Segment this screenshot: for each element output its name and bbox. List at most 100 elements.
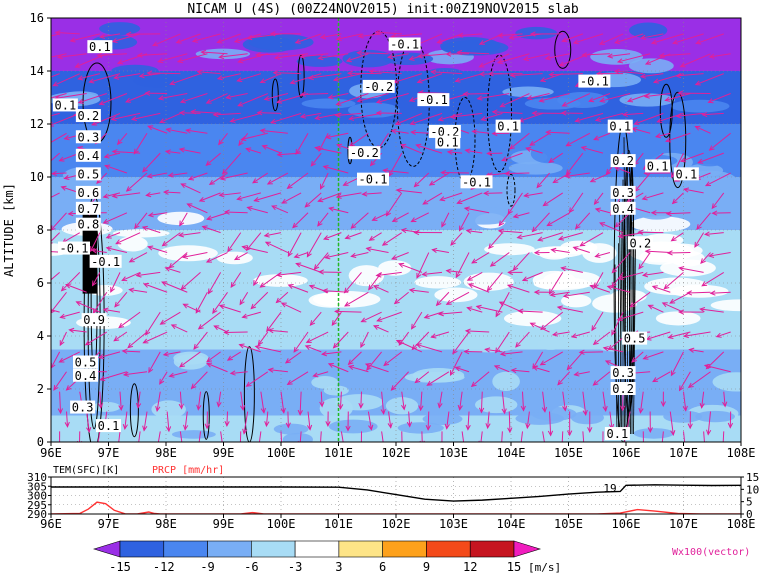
wind-vector-701 bbox=[701, 271, 725, 287]
wind-vector-90 bbox=[118, 311, 141, 329]
wind-vector-300 bbox=[331, 311, 342, 326]
wind-vector-185 bbox=[205, 93, 228, 104]
wind-vector-191 bbox=[239, 391, 246, 412]
wind-vector-81 bbox=[88, 73, 121, 84]
wind-vector-653 bbox=[682, 391, 688, 412]
wind-vector-115 bbox=[141, 225, 161, 234]
wind-vector-281 bbox=[295, 262, 322, 273]
wind-vector-493 bbox=[497, 228, 523, 234]
wind-vector-527 bbox=[562, 391, 568, 412]
wind-vector-5 bbox=[59, 331, 67, 347]
wind-vector-116 bbox=[147, 212, 168, 218]
shade-patch-29 bbox=[117, 236, 148, 252]
wind-vector-171 bbox=[206, 362, 228, 373]
wind-vector-523 bbox=[522, 53, 550, 62]
y-tick-label-5: 10 bbox=[30, 170, 44, 184]
shade-patch-71 bbox=[515, 412, 565, 425]
wind-vector-126 bbox=[179, 431, 183, 442]
wind-vector-20 bbox=[51, 33, 60, 37]
wind-vector-228 bbox=[236, 73, 262, 83]
wind-vector-367 bbox=[381, 232, 403, 246]
wind-vector-139 bbox=[167, 172, 188, 178]
wind-vector-278 bbox=[305, 331, 329, 343]
wind-vector-592 bbox=[602, 346, 624, 353]
wind-vector-449 bbox=[466, 271, 483, 281]
wind-vector-638 bbox=[641, 271, 664, 278]
shade-patch-87 bbox=[196, 192, 252, 212]
wind-vector-289 bbox=[299, 112, 322, 119]
wind-vector-387 bbox=[416, 252, 430, 279]
wind-vector-137 bbox=[179, 212, 188, 227]
wind-vector-580 bbox=[589, 172, 611, 183]
wind-vector-382 bbox=[395, 339, 423, 353]
wind-vector-295 bbox=[345, 411, 351, 432]
wind-vector-73 bbox=[105, 232, 121, 239]
wind-vector-573 bbox=[591, 311, 604, 332]
svg-text:0.9: 0.9 bbox=[83, 313, 105, 327]
wind-vector-218 bbox=[253, 272, 262, 287]
colorbar-swatch-10 bbox=[513, 540, 542, 558]
contour-label-0: 0.1 bbox=[87, 40, 113, 54]
shade-patch-74 bbox=[397, 422, 444, 434]
shade-patch-56 bbox=[712, 372, 741, 392]
wind-vector-586 bbox=[581, 52, 610, 58]
wind-vector-384 bbox=[411, 311, 423, 330]
wind-vector-19 bbox=[51, 53, 67, 58]
wind-vector-636 bbox=[647, 304, 664, 313]
wind-vector-526 bbox=[567, 411, 573, 437]
wind-vector-151 bbox=[179, 351, 201, 368]
wind-vector-443 bbox=[478, 391, 485, 414]
wind-vector-88 bbox=[121, 348, 141, 354]
wind-vector-662 bbox=[665, 210, 691, 217]
wind-vector-13 bbox=[51, 170, 67, 177]
shade-patch-99 bbox=[347, 102, 400, 118]
wind-vector-464 bbox=[501, 391, 507, 415]
wind-vector-615 bbox=[616, 311, 644, 322]
wind-vector-361 bbox=[383, 351, 403, 367]
wind-vector-325 bbox=[344, 232, 362, 240]
wind-vector-455 bbox=[464, 148, 483, 154]
wind-vector-316 bbox=[367, 411, 374, 431]
wind-vector-311 bbox=[327, 93, 349, 100]
contour-label-31: 0.4 bbox=[610, 201, 636, 216]
wind-vector-132 bbox=[159, 311, 181, 325]
contour-label-21: 0.1 bbox=[495, 120, 521, 134]
wind-vector-698 bbox=[715, 331, 731, 338]
wind-vector-217 bbox=[250, 291, 269, 310]
shade-patch-70 bbox=[282, 432, 313, 442]
wind-vector-619 bbox=[617, 232, 644, 239]
wind-vector-655 bbox=[670, 351, 684, 377]
shade-patch-19 bbox=[434, 287, 478, 303]
contour-label-14: 0.3 bbox=[70, 400, 96, 415]
wind-vector-476 bbox=[486, 150, 503, 157]
wind-vector-679 bbox=[686, 290, 711, 296]
wind-vector-252 bbox=[297, 431, 303, 442]
wind-vector-121 bbox=[130, 112, 161, 122]
x-tick-label-1: 97E bbox=[98, 446, 120, 460]
wind-vector-341 bbox=[372, 325, 389, 333]
wind-vector-647 bbox=[643, 93, 671, 99]
wind-vector-258 bbox=[280, 302, 302, 313]
contour-18 bbox=[271, 78, 279, 112]
contour-label-23: -0.1 bbox=[357, 172, 389, 187]
sub-left-tick-3: 305 bbox=[27, 480, 47, 493]
contour-15 bbox=[659, 83, 673, 138]
y-tick-label-8: 16 bbox=[30, 11, 44, 25]
contour-label-18: -0.1 bbox=[417, 93, 450, 107]
wind-vector-234 bbox=[267, 367, 288, 373]
wind-vector-543 bbox=[539, 73, 563, 83]
svg-text:0.1: 0.1 bbox=[437, 136, 459, 150]
contour-label-29: 0.1 bbox=[673, 167, 699, 181]
colorbar-swatch-5 bbox=[294, 540, 340, 558]
sub-right-tick-1: 5 bbox=[746, 496, 753, 509]
wind-vector-6 bbox=[51, 309, 60, 313]
wind-vector-64 bbox=[122, 411, 128, 430]
wind-vector-611 bbox=[638, 391, 644, 414]
wind-vector-549 bbox=[573, 371, 590, 377]
wind-vector-686 bbox=[680, 152, 704, 163]
wind-vector-67 bbox=[97, 351, 121, 360]
wind-vector-569 bbox=[602, 391, 608, 412]
shade-patch-17 bbox=[463, 272, 514, 291]
shade-patch-41 bbox=[158, 245, 218, 262]
wind-vector-146 bbox=[152, 33, 181, 47]
